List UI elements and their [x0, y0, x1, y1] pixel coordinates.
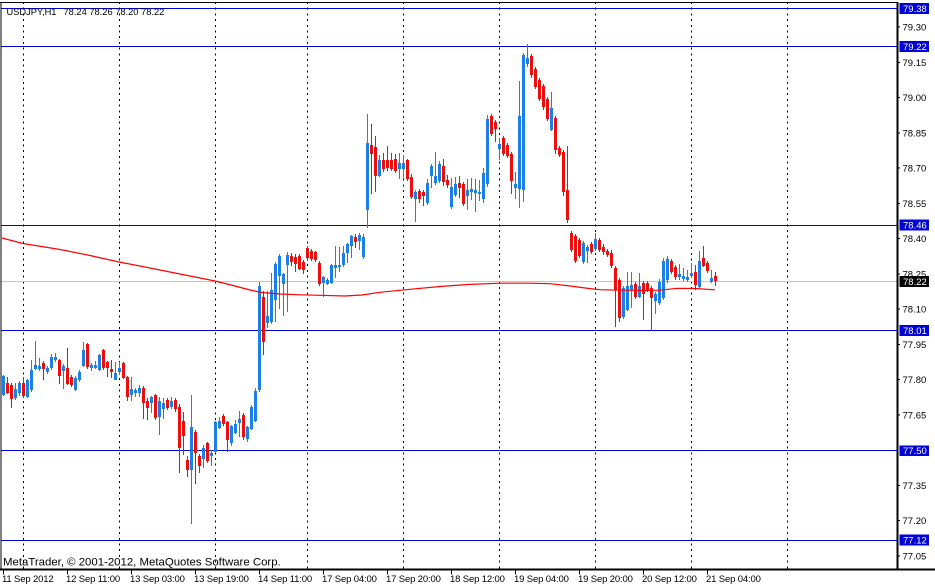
svg-text:17 Sep 04:00: 17 Sep 04:00: [322, 574, 377, 585]
svg-text:78.22: 78.22: [903, 277, 927, 288]
svg-text:78.85: 78.85: [903, 128, 927, 139]
svg-text:77.35: 77.35: [903, 481, 927, 492]
svg-text:12 Sep 11:00: 12 Sep 11:00: [66, 574, 120, 585]
svg-text:79.15: 79.15: [903, 58, 927, 69]
svg-text:MetaTrader, © 2001-2012, MetaQ: MetaTrader, © 2001-2012, MetaQuotes Soft…: [3, 557, 281, 569]
svg-text:13 Sep 19:00: 13 Sep 19:00: [194, 574, 249, 585]
svg-text:77.50: 77.50: [903, 446, 927, 457]
svg-text:77.95: 77.95: [903, 340, 927, 351]
svg-text:77.05: 77.05: [903, 551, 927, 562]
svg-text:77.20: 77.20: [903, 516, 927, 527]
svg-text:18 Sep 12:00: 18 Sep 12:00: [450, 574, 505, 585]
svg-text:13 Sep 03:00: 13 Sep 03:00: [130, 574, 185, 585]
svg-text:17 Sep 20:00: 17 Sep 20:00: [386, 574, 441, 585]
svg-text:78.70: 78.70: [903, 164, 927, 175]
svg-text:14 Sep 11:00: 14 Sep 11:00: [258, 574, 312, 585]
svg-text:77.80: 77.80: [903, 375, 927, 386]
svg-text:78.24 78.26 78.20 78.22: 78.24 78.26 78.20 78.22: [64, 7, 165, 17]
svg-text:11 Sep 2012: 11 Sep 2012: [2, 574, 54, 585]
svg-text:78.40: 78.40: [903, 234, 927, 245]
svg-text:79.22: 79.22: [903, 42, 927, 53]
svg-text:78.25: 78.25: [903, 269, 927, 280]
svg-text:20 Sep 12:00: 20 Sep 12:00: [642, 574, 697, 585]
svg-text:19 Sep 20:00: 19 Sep 20:00: [578, 574, 633, 585]
svg-text:77.65: 77.65: [903, 410, 927, 421]
svg-text:79.38: 79.38: [903, 4, 927, 15]
svg-text:19 Sep 04:00: 19 Sep 04:00: [514, 574, 569, 585]
svg-text:77.12: 77.12: [903, 536, 927, 547]
svg-text:78.01: 78.01: [903, 326, 927, 337]
svg-text:21 Sep 04:00: 21 Sep 04:00: [706, 574, 761, 585]
svg-text:79.00: 79.00: [903, 93, 927, 104]
svg-text:78.55: 78.55: [903, 199, 927, 210]
svg-text:78.10: 78.10: [903, 305, 927, 316]
svg-text:USDJPY,H1: USDJPY,H1: [7, 7, 57, 17]
svg-text:78.46: 78.46: [903, 221, 927, 232]
svg-text:79.30: 79.30: [903, 23, 927, 34]
